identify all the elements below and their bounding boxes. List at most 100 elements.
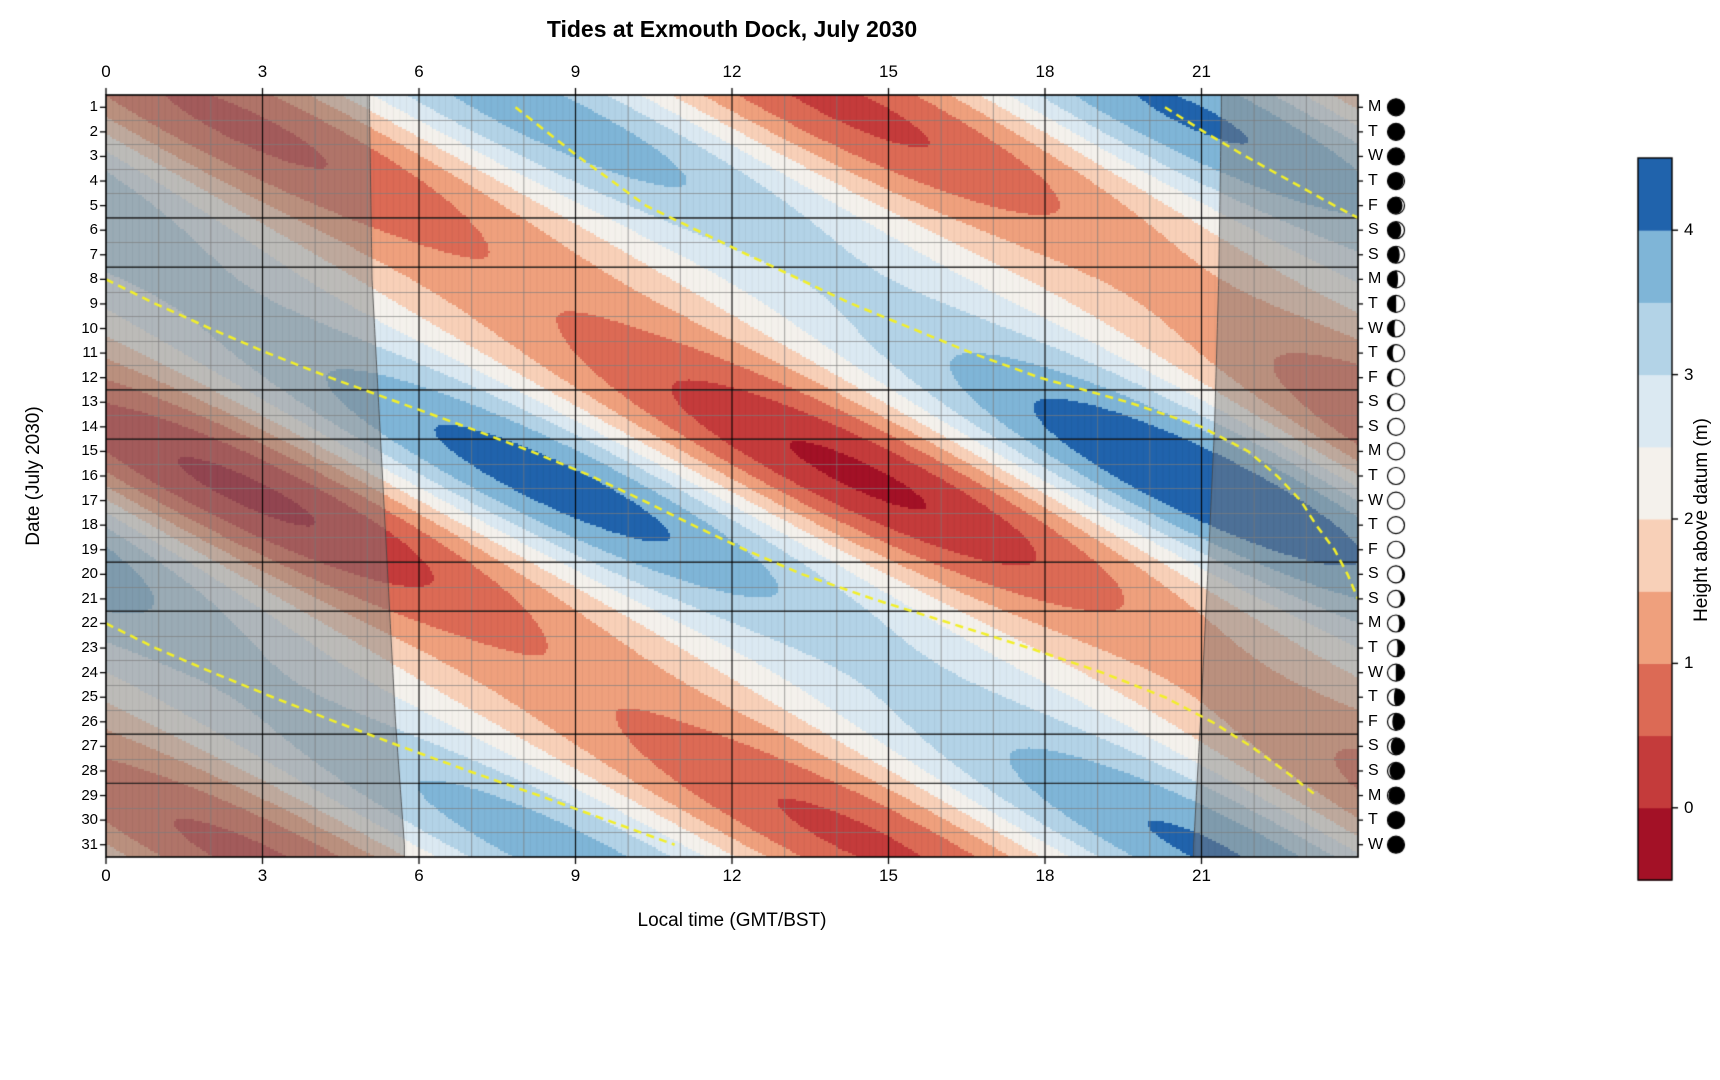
weekday-letter: M bbox=[1368, 786, 1382, 804]
y-tick-date-label: 20 bbox=[81, 565, 98, 583]
colorbar-tick-label: 0 bbox=[1684, 797, 1694, 817]
y-tick-date-label: 27 bbox=[81, 737, 98, 755]
y-tick-date-label: 14 bbox=[81, 417, 98, 435]
moon-phase-icon bbox=[1387, 442, 1405, 460]
moon-phase-icon bbox=[1387, 246, 1405, 264]
moon-phase-icon bbox=[1387, 172, 1405, 190]
weekday-letter: M bbox=[1368, 442, 1382, 460]
y-tick-date-label: 16 bbox=[81, 467, 98, 484]
weekday-letter: W bbox=[1368, 319, 1384, 337]
moon-phase-icon bbox=[1387, 295, 1405, 313]
x-tick-label-bottom: 18 bbox=[1035, 866, 1055, 885]
weekday-letter: S bbox=[1368, 245, 1379, 263]
weekday-letter: S bbox=[1368, 393, 1379, 411]
y-tick-date-label: 18 bbox=[81, 516, 98, 534]
moon-phase-icon bbox=[1387, 836, 1405, 854]
y-tick-date-label: 4 bbox=[89, 172, 98, 190]
x-tick-label-bottom: 3 bbox=[257, 866, 268, 885]
y-tick-date-label: 1 bbox=[89, 98, 98, 116]
y-tick-date-label: 28 bbox=[81, 761, 98, 779]
x-tick-label-bottom: 21 bbox=[1192, 866, 1211, 885]
x-axis-title: Local time (GMT/BST) bbox=[637, 910, 827, 931]
moon-phase-icon bbox=[1387, 147, 1405, 165]
colorbar-tick-label: 1 bbox=[1684, 653, 1694, 673]
y-tick-date-label: 26 bbox=[81, 712, 98, 730]
y-tick-date-label: 11 bbox=[82, 344, 98, 362]
y-tick-date-label: 12 bbox=[81, 368, 98, 386]
y-tick-date-label: 9 bbox=[89, 294, 98, 312]
y-tick-date-label: 7 bbox=[89, 245, 98, 263]
moon-phase-icon bbox=[1387, 614, 1405, 632]
weekday-letter: F bbox=[1368, 368, 1378, 386]
y-tick-date-label: 22 bbox=[81, 614, 98, 632]
x-tick-label-top: 0 bbox=[101, 62, 111, 81]
moon-phase-icon bbox=[1387, 811, 1405, 829]
x-tick-label-top: 6 bbox=[414, 62, 424, 81]
y-tick-date-label: 24 bbox=[81, 663, 98, 681]
weekday-letter: S bbox=[1368, 761, 1379, 779]
moon-phase-icon bbox=[1387, 688, 1405, 706]
y-tick-date-label: 5 bbox=[89, 196, 98, 214]
moon-phase-icon bbox=[1387, 221, 1405, 239]
y-tick-date-label: 8 bbox=[89, 270, 98, 288]
weekday-letter: W bbox=[1368, 147, 1384, 165]
y-tick-date-label: 3 bbox=[89, 147, 98, 165]
weekday-letter: T bbox=[1368, 516, 1378, 534]
colorbar-tick-label: 2 bbox=[1684, 509, 1694, 528]
moon-phase-icon bbox=[1387, 98, 1405, 116]
weekday-letter: F bbox=[1368, 540, 1378, 558]
moon-phase-icon bbox=[1387, 492, 1405, 510]
moon-phase-icon bbox=[1387, 590, 1405, 608]
chart-title: Tides at Exmouth Dock, July 2030 bbox=[546, 16, 918, 42]
moon-phase-icon bbox=[1387, 713, 1405, 731]
y-tick-date-label: 6 bbox=[89, 221, 98, 239]
weekday-letter: S bbox=[1368, 589, 1379, 607]
y-tick-date-label: 29 bbox=[81, 786, 98, 804]
moon-phase-icon bbox=[1387, 369, 1405, 387]
weekday-letter: T bbox=[1368, 172, 1378, 190]
weekday-letter: S bbox=[1368, 737, 1379, 755]
moon-phase-icon bbox=[1387, 639, 1405, 657]
y-tick-date-label: 17 bbox=[81, 491, 98, 509]
moon-phase-icon bbox=[1387, 123, 1405, 141]
moon-phase-icon bbox=[1387, 467, 1405, 485]
x-tick-label-bottom: 12 bbox=[722, 866, 742, 885]
weekday-letter: M bbox=[1368, 614, 1382, 632]
weekday-letter: T bbox=[1368, 122, 1378, 140]
y-tick-date-label: 25 bbox=[81, 688, 98, 706]
y-tick-date-label: 13 bbox=[81, 393, 98, 411]
moon-phase-icon bbox=[1387, 393, 1405, 411]
moon-phase-icon bbox=[1387, 737, 1405, 755]
y-tick-date-label: 2 bbox=[89, 122, 98, 140]
moon-phase-icon bbox=[1387, 197, 1405, 215]
weekday-letter: S bbox=[1368, 221, 1379, 239]
moon-phase-icon bbox=[1387, 541, 1405, 559]
moon-phase-icon bbox=[1387, 418, 1405, 436]
y-tick-date-label: 31 bbox=[81, 835, 98, 853]
x-tick-label-top: 9 bbox=[570, 62, 581, 81]
x-tick-label-bottom: 9 bbox=[570, 866, 581, 885]
weekday-letter: F bbox=[1368, 196, 1378, 214]
x-tick-label-bottom: 0 bbox=[101, 866, 111, 885]
moon-phase-icon bbox=[1387, 664, 1405, 682]
weekday-letter: T bbox=[1368, 639, 1378, 657]
y-tick-date-label: 19 bbox=[81, 540, 98, 558]
weekday-letter: T bbox=[1368, 811, 1378, 829]
weekday-letter: T bbox=[1368, 344, 1378, 362]
moon-phase-icon bbox=[1387, 516, 1405, 534]
y-tick-date-label: 30 bbox=[81, 811, 98, 829]
moon-phase-icon bbox=[1387, 270, 1405, 288]
moon-phase-icon bbox=[1387, 320, 1405, 338]
colorbar-tick-label: 3 bbox=[1684, 364, 1694, 384]
weekday-letter: S bbox=[1368, 417, 1379, 435]
y-tick-date-label: 21 bbox=[81, 589, 98, 607]
weekday-letter: W bbox=[1368, 663, 1384, 681]
weekday-letter: M bbox=[1368, 270, 1382, 288]
x-tick-label-top: 12 bbox=[722, 62, 742, 81]
x-tick-label-top: 3 bbox=[257, 62, 268, 81]
weekday-letter: T bbox=[1368, 467, 1378, 484]
x-tick-label-top: 18 bbox=[1035, 62, 1055, 81]
y-tick-date-label: 10 bbox=[81, 319, 98, 337]
